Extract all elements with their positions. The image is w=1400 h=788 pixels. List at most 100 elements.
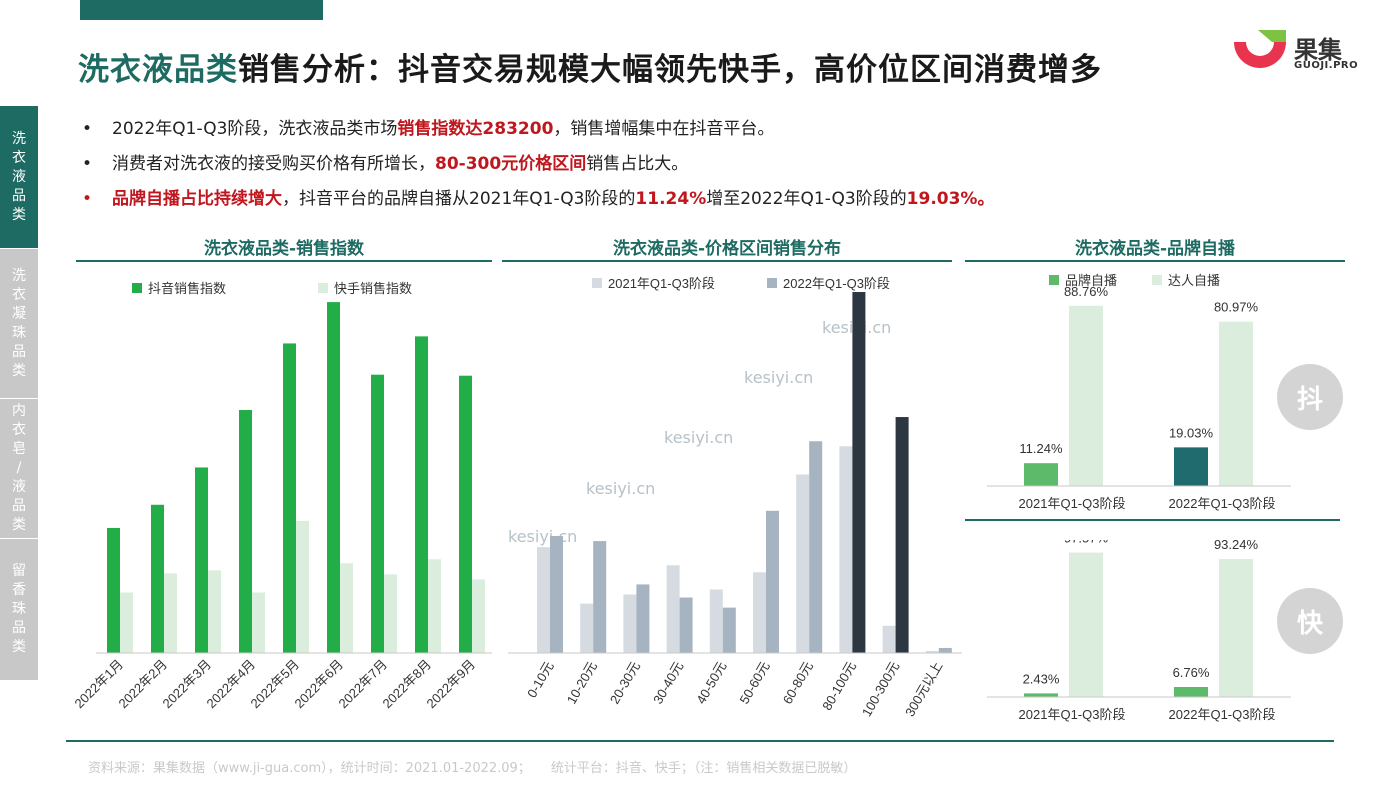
kuaishou-badge: 快 xyxy=(1277,588,1343,654)
bar xyxy=(283,343,296,653)
bar xyxy=(809,441,823,653)
x-tick-label: 2022年9月 xyxy=(424,657,479,712)
footer-platform: 统计平台：抖音、快手；（注：销售相关数据已脱敏） xyxy=(550,761,857,776)
bar xyxy=(327,302,340,653)
x-tick-label: 300元以上 xyxy=(902,659,945,719)
bar xyxy=(415,336,428,653)
bar xyxy=(1069,305,1103,486)
bar xyxy=(636,584,650,653)
page-title-category: 洗衣液品类 xyxy=(78,52,238,88)
chart-title-underline xyxy=(502,260,952,262)
logo-name: 果集 xyxy=(1294,36,1342,64)
watermark: kesiyi.cn xyxy=(664,428,734,447)
summary-bullets: 2022年Q1-Q3阶段，洗衣液品类市场销售指数达283200，销售增幅集中在抖… xyxy=(82,112,994,217)
x-tick-label: 10-20元 xyxy=(564,659,600,707)
bar xyxy=(882,625,896,653)
bullet-text: ，抖音平台的品牌自播从2021年Q1-Q3阶段的 xyxy=(282,189,636,209)
summary-bullet-2: 消费者对洗衣液的接受购买价格有所增长，80-300元价格区间销售占比大。 xyxy=(82,147,994,182)
price-distribution-chart: 2021年Q1-Q3阶段 2022年Q1-Q3阶段 0-10元 10-20元 20-30… xyxy=(508,276,962,719)
legend-label: 快手销售指数 xyxy=(334,281,412,296)
bar xyxy=(679,597,693,653)
chart-title-underline xyxy=(965,260,1345,262)
bar xyxy=(550,536,563,653)
bar xyxy=(709,589,723,653)
data-label: 2.43% xyxy=(1023,671,1060,686)
bar xyxy=(1069,552,1103,697)
bar xyxy=(666,565,680,653)
bar xyxy=(839,446,853,653)
x-tick-label: 100-300元 xyxy=(859,659,902,719)
sidebar-item-label: 内衣皂/液品类 xyxy=(12,403,26,533)
bar xyxy=(1219,321,1253,486)
bar xyxy=(107,527,120,653)
top-accent-bar xyxy=(80,0,323,20)
bar xyxy=(753,572,766,653)
bullet-text: 销售占比大。 xyxy=(586,154,689,174)
douyin-brand-livestream-chart: 品牌自播 达人自播 11.24% 88.76% 2021年Q1-Q3阶段 19.03% 80… xyxy=(965,273,1340,521)
sales-index-chart: 抖音销售指数 快手销售指数2022年1月2022年2月2022年3月2022年4月… xyxy=(72,281,492,712)
legend-swatch xyxy=(767,278,777,288)
sidebar-nav: 洗衣液品类 洗衣凝珠品类 内衣皂/液品类 留香珠品类 xyxy=(0,106,38,681)
brand-logo: 果集 GUOJI.PRO xyxy=(1232,30,1358,74)
bar xyxy=(1024,463,1058,486)
bullet-highlight: 销售指数达283200 xyxy=(397,119,554,139)
sidebar-item-label: 洗衣凝珠品类 xyxy=(12,267,26,379)
x-tick-label: 0-10元 xyxy=(524,659,557,700)
bar xyxy=(925,650,939,653)
bar xyxy=(1219,559,1253,697)
bar xyxy=(151,504,164,653)
bar xyxy=(164,573,177,653)
bullet-text: 消费者对洗衣液的接受购买价格有所增长， xyxy=(112,154,435,174)
legend-swatch xyxy=(592,278,602,288)
footer-note: 资料来源：果集数据（www.ji-gua.com），统计时间：2021.01-2… xyxy=(88,757,856,776)
bullet-text: ，销售增幅集中在抖音平台。 xyxy=(553,119,775,139)
legend-label: 2021年Q1-Q3阶段 xyxy=(608,276,715,291)
legend-swatch xyxy=(1152,275,1162,285)
bullet-highlight: 19.03%。 xyxy=(906,189,995,209)
bar xyxy=(938,647,952,653)
bar xyxy=(195,467,208,653)
sidebar-item-laundry-liquid[interactable]: 洗衣液品类 xyxy=(0,106,38,249)
legend-label: 抖音销售指数 xyxy=(148,281,226,296)
data-label: 11.24% xyxy=(1019,441,1063,456)
legend-swatch xyxy=(318,283,328,293)
x-tick-label: 2022年Q1-Q3阶段 xyxy=(1169,707,1276,722)
chart-title-price-distribution: 洗衣液品类-价格区间销售分布 xyxy=(612,239,842,259)
x-tick-label: 30-40元 xyxy=(650,659,686,707)
bar xyxy=(120,592,133,653)
footer-divider xyxy=(66,740,1334,742)
sidebar-item-scent-beads[interactable]: 留香珠品类 xyxy=(0,539,38,681)
bar xyxy=(537,547,550,653)
logo-icon xyxy=(1234,30,1286,68)
watermark: kesiyi.cn xyxy=(586,479,656,498)
sidebar-item-underwear-soap[interactable]: 内衣皂/液品类 xyxy=(0,399,38,539)
legend-label: 品牌自播 xyxy=(1065,273,1117,288)
x-tick-label: 50-60元 xyxy=(736,659,772,707)
bar xyxy=(472,579,485,653)
bar xyxy=(1174,447,1208,486)
kuaishou-brand-livestream-chart: 2.43% 97.57% 2021年Q1-Q3阶段 6.76% 93.24% 2022年Q… xyxy=(987,540,1291,722)
footer-source: 资料来源：果集数据（www.ji-gua.com），统计时间：2021.01-2… xyxy=(88,761,531,776)
bar xyxy=(208,570,221,653)
data-label: 88.76% xyxy=(1064,284,1109,299)
bar xyxy=(593,541,607,653)
x-tick-label: 2021年Q1-Q3阶段 xyxy=(1019,707,1126,722)
bar xyxy=(340,563,353,653)
legend-swatch xyxy=(132,283,142,293)
sidebar-item-laundry-pods[interactable]: 洗衣凝珠品类 xyxy=(0,249,38,399)
bullet-highlight: 11.24% xyxy=(635,189,707,209)
bar xyxy=(722,607,736,653)
bullet-text: 2022年Q1-Q3阶段，洗衣液品类市场 xyxy=(112,119,398,139)
summary-bullet-1: 2022年Q1-Q3阶段，洗衣液品类市场销售指数达283200，销售增幅集中在抖… xyxy=(82,112,994,147)
legend-label: 达人自播 xyxy=(1168,273,1220,288)
data-label: 19.03% xyxy=(1169,425,1214,440)
page-title: 洗衣液品类销售分析：抖音交易规模大幅领先快手，高价位区间消费增多 xyxy=(78,44,1102,89)
bar xyxy=(623,594,637,653)
bar xyxy=(1174,686,1208,697)
bar xyxy=(384,574,397,653)
data-label: 93.24% xyxy=(1214,540,1259,552)
data-label: 97.57% xyxy=(1064,540,1109,546)
x-tick-label: 40-50元 xyxy=(693,659,729,707)
x-tick-label: 60-80元 xyxy=(780,659,816,707)
watermark: kesiyi.cn xyxy=(744,368,814,387)
